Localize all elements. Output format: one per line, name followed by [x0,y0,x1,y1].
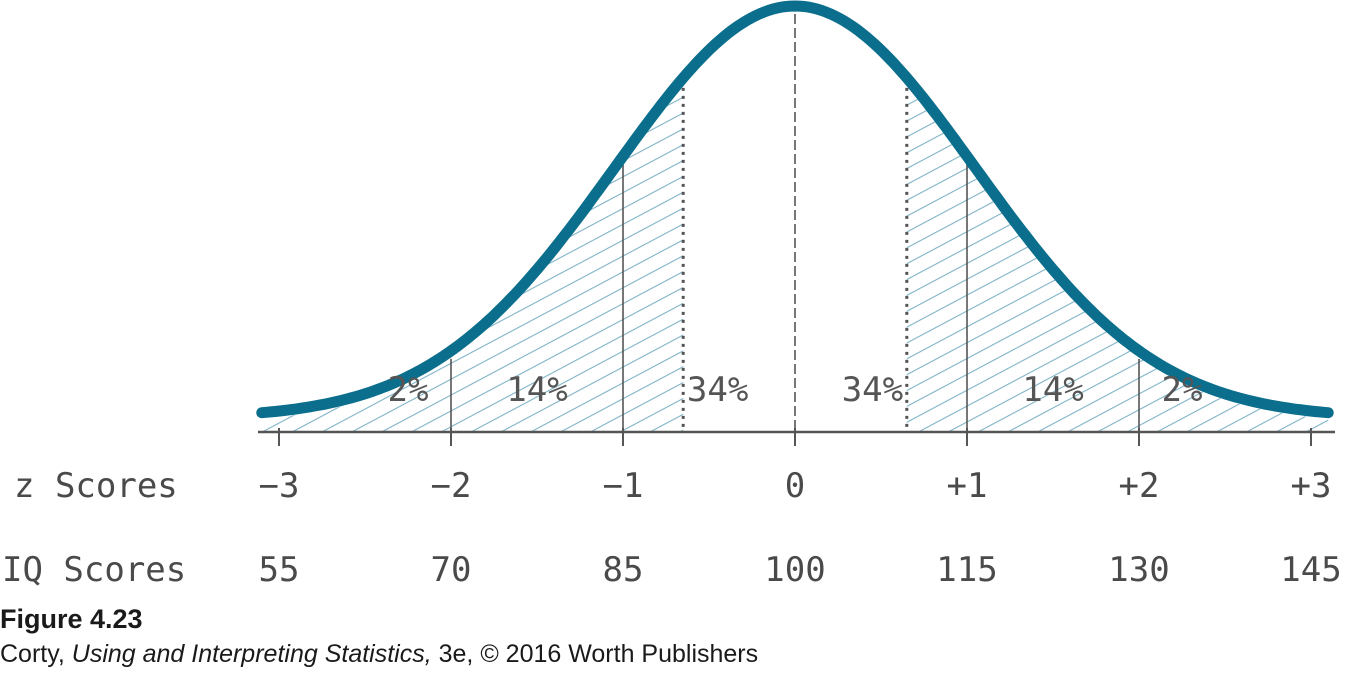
z-tick-label: +2 [1119,466,1160,506]
z-tick-label: +1 [947,466,988,506]
z-tick-label: −2 [431,466,472,506]
z-score-tick-labels: −3 −2 −1 0 +1 +2 +3 [259,466,1332,506]
credit-rest: 3e, © 2016 Worth Publishers [431,640,759,668]
iq-tick-label: 115 [936,550,997,590]
z-tick-label: 0 [785,466,805,506]
z-tick-label: −1 [603,466,644,506]
iq-tick-label: 70 [431,550,472,590]
iq-tick-label: 100 [764,550,825,590]
sd-divider-lines [450,14,1140,432]
region-percent-labels: 2% 14% 34% 34% 14% 2% [388,370,1203,410]
bell-curve [256,0,1334,419]
region-label: 34% [687,370,748,410]
iq-tick-label: 55 [259,550,300,590]
shaded-region-5 [1139,356,1329,432]
iq-tick-label: 145 [1280,550,1341,590]
axis-ticks [278,428,1312,446]
z-scores-row-label: z Scores [14,466,178,506]
region-label: 14% [1022,370,1083,410]
region-label: 14% [506,370,567,410]
iq-score-tick-labels: 55 70 85 100 115 130 145 [259,550,1342,590]
z-tick-label: −3 [259,466,300,506]
shaded-region-1 [451,83,684,433]
figure-credit: Corty, Using and Interpreting Statistics… [0,640,758,669]
iq-scores-row-label: IQ Scores [2,550,186,590]
shaded-regions [261,83,1329,433]
z-tick-label: +3 [1291,466,1332,506]
shaded-region-4 [906,83,1139,433]
region-label: 2% [1162,370,1203,410]
shaded-region-0 [261,356,451,432]
region-label: 2% [388,370,429,410]
iq-tick-label: 85 [603,550,644,590]
region-label: 34% [842,370,903,410]
credit-book-title: Using and Interpreting Statistics, [71,640,432,668]
iq-tick-label: 130 [1108,550,1169,590]
figure-title: Figure 4.23 [0,604,143,634]
center-boundary-lines [681,87,909,432]
credit-author: Corty, [0,640,72,668]
